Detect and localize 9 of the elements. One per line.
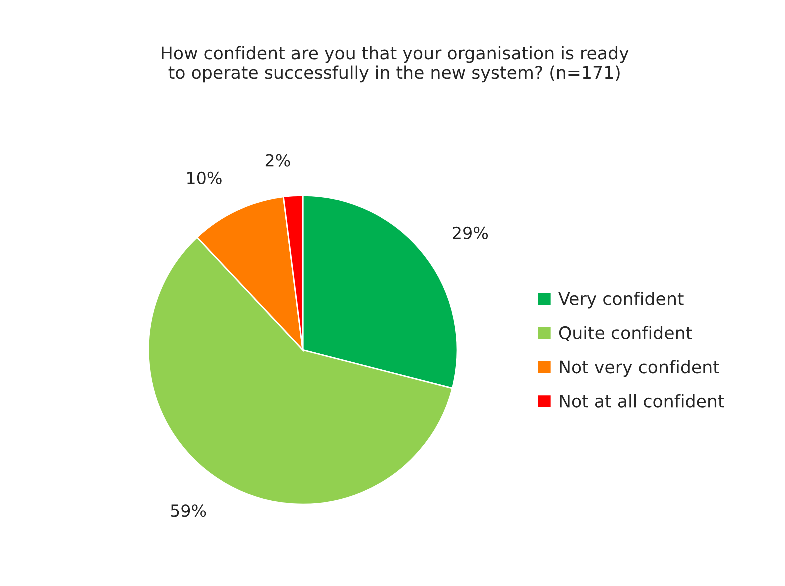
data-label: 10% xyxy=(188,172,222,184)
legend-label: Not at all confident xyxy=(560,394,724,408)
legend-label: Not very confident xyxy=(560,360,720,378)
legend-label: Quite confident xyxy=(559,326,692,342)
data-label: 29% xyxy=(453,226,488,240)
data-label: 59% xyxy=(171,504,206,518)
legend-label: Very confident xyxy=(558,292,684,309)
chart-title: How confident are you that your organisation is ready to operate successfully in the new system? (n=171) xyxy=(162,46,629,83)
data-label: 2% xyxy=(266,154,290,167)
